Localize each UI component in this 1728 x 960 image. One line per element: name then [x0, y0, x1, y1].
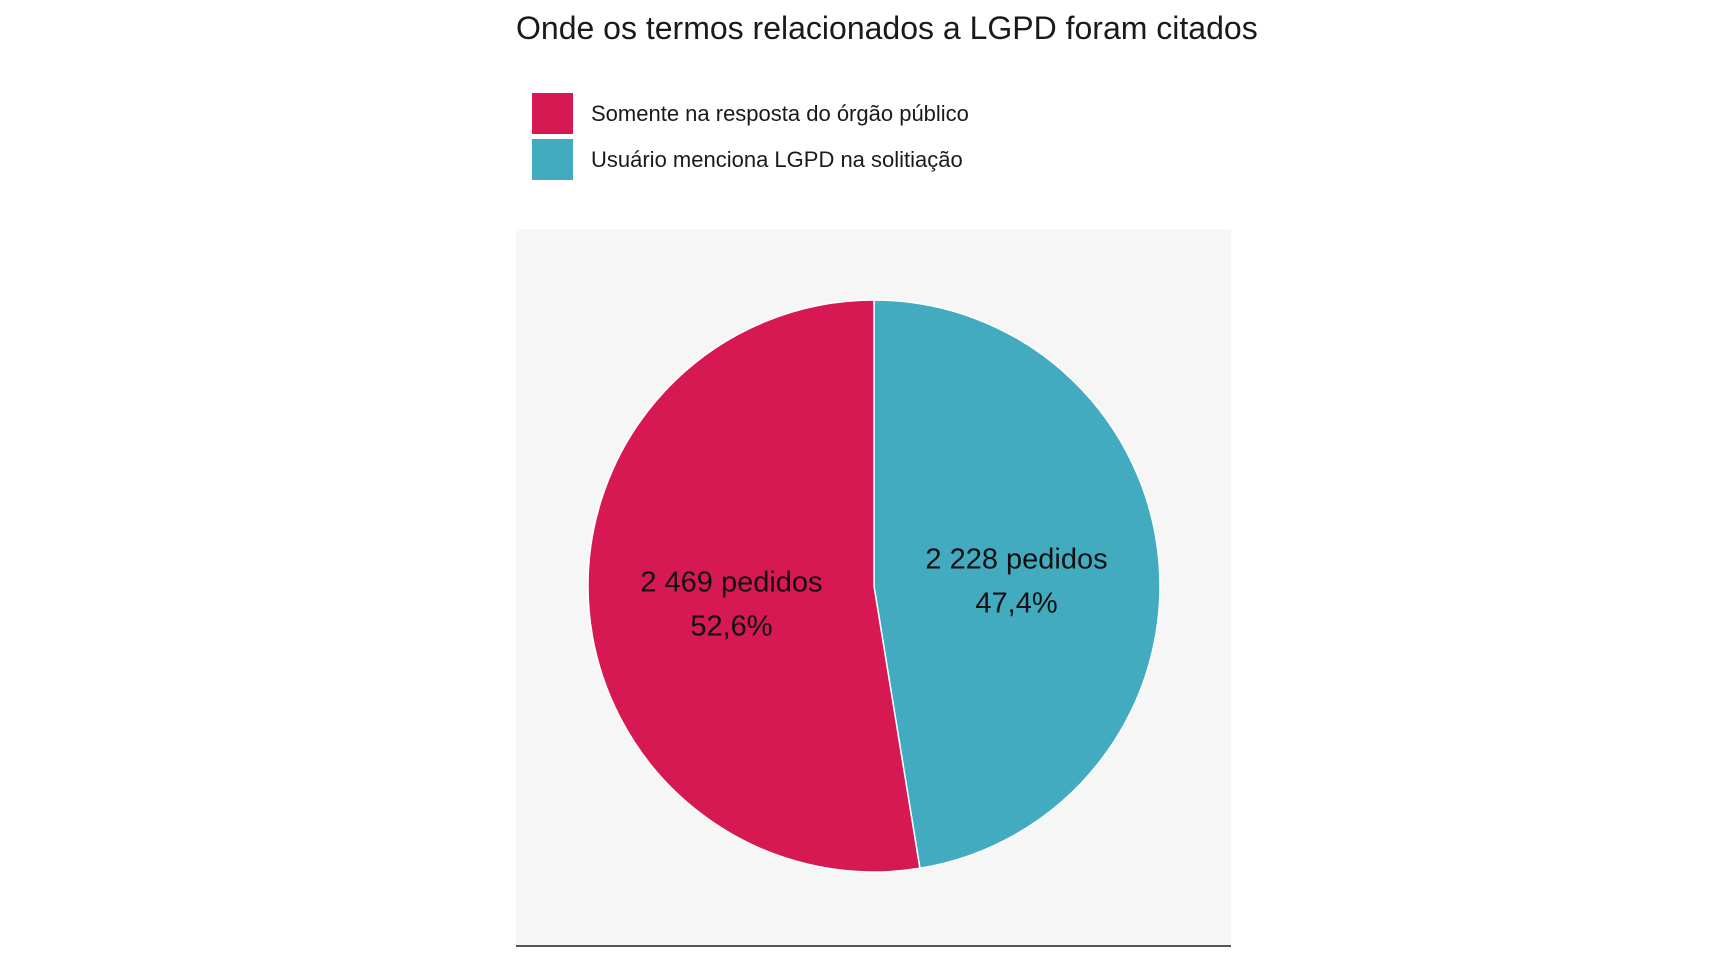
plot-panel: 2 228 pedidos 47,4% 2 469 pedidos 52,6% — [516, 229, 1231, 945]
legend-item-orgao: Somente na resposta do órgão público — [532, 93, 969, 134]
plot-baseline — [516, 945, 1231, 947]
legend-label-orgao: Somente na resposta do órgão público — [591, 100, 969, 126]
legend: Somente na resposta do órgão público Usu… — [532, 93, 969, 185]
pie-slice-0 — [873, 299, 1161, 870]
chart-title: Onde os termos relacionados a LGPD foram… — [516, 10, 1258, 46]
legend-item-usuario: Usuário menciona LGPD na solitiação — [532, 139, 969, 180]
legend-swatch-orgao — [532, 93, 573, 134]
legend-label-usuario: Usuário menciona LGPD na solitiação — [591, 146, 963, 172]
slice-percent-label-1: 52,6% — [690, 611, 772, 643]
slice-count-label-0: 2 228 pedidos — [925, 543, 1107, 575]
legend-swatch-usuario — [532, 139, 573, 180]
slice-count-label-1: 2 469 pedidos — [640, 567, 822, 599]
slice-percent-label-0: 47,4% — [975, 587, 1057, 619]
pie-slice-1 — [587, 299, 921, 873]
pie-chart: 2 228 pedidos 47,4% 2 469 pedidos 52,6% — [587, 299, 1161, 873]
